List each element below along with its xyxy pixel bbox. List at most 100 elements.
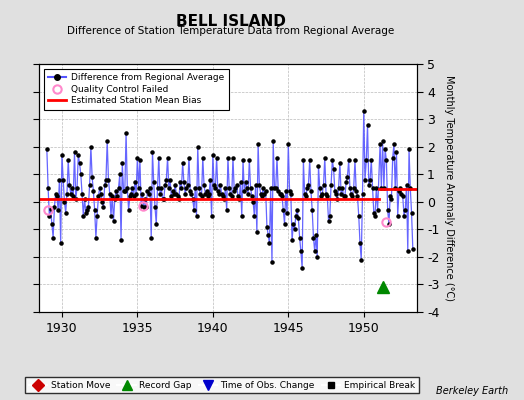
- Point: [382, 157, 390, 164]
- Point: [299, 157, 308, 164]
- Text: BELL ISLAND: BELL ISLAND: [176, 14, 286, 29]
- Legend: Station Move, Record Gap, Time of Obs. Change, Empirical Break: Station Move, Record Gap, Time of Obs. C…: [26, 377, 419, 394]
- Point: [204, 193, 212, 200]
- Point: [332, 190, 340, 197]
- Point: [117, 237, 125, 244]
- Point: [67, 190, 75, 197]
- Point: [317, 193, 325, 200]
- Point: [129, 193, 138, 200]
- Point: [341, 193, 349, 200]
- Point: [58, 152, 66, 158]
- Point: [391, 185, 399, 191]
- Point: [372, 185, 380, 191]
- Point: [305, 157, 314, 164]
- Point: [193, 144, 202, 150]
- Point: [128, 185, 137, 191]
- Point: [405, 146, 413, 153]
- Point: [181, 190, 189, 197]
- Point: [167, 193, 176, 200]
- Point: [113, 193, 122, 200]
- Point: [220, 196, 228, 202]
- Point: [205, 190, 213, 197]
- Point: [53, 193, 61, 200]
- Point: [158, 196, 167, 202]
- Point: [281, 188, 290, 194]
- Point: [103, 138, 112, 144]
- Point: [309, 234, 318, 241]
- Point: [327, 182, 335, 188]
- Point: [127, 190, 135, 197]
- Point: [293, 207, 301, 213]
- Point: [88, 174, 96, 180]
- Point: [347, 190, 355, 197]
- Point: [130, 179, 139, 186]
- Point: [286, 188, 294, 194]
- Point: [409, 246, 417, 252]
- Point: [97, 190, 105, 197]
- Point: [296, 234, 304, 241]
- Point: [275, 190, 283, 197]
- Point: [400, 212, 408, 219]
- Point: [234, 193, 242, 200]
- Point: [170, 190, 178, 197]
- Point: [94, 193, 103, 200]
- Point: [57, 240, 65, 246]
- Point: [396, 185, 405, 191]
- Point: [387, 196, 396, 202]
- Point: [105, 190, 114, 197]
- Point: [254, 141, 263, 147]
- Point: [300, 190, 309, 197]
- Point: [260, 190, 269, 197]
- Point: [50, 204, 59, 210]
- Point: [139, 204, 148, 210]
- Point: [142, 204, 150, 210]
- Point: [259, 185, 267, 191]
- Point: [216, 182, 225, 188]
- Point: [141, 196, 149, 202]
- Point: [156, 190, 164, 197]
- Point: [355, 212, 363, 219]
- Point: [92, 234, 100, 241]
- Point: [187, 190, 195, 197]
- Point: [138, 190, 147, 197]
- Point: [72, 196, 80, 202]
- Point: [83, 207, 91, 213]
- Point: [223, 207, 231, 213]
- Point: [74, 152, 82, 158]
- Point: [342, 179, 351, 186]
- Point: [208, 212, 216, 219]
- Point: [75, 160, 84, 166]
- Point: [61, 210, 70, 216]
- Point: [322, 190, 330, 197]
- Point: [366, 176, 374, 183]
- Point: [70, 149, 79, 155]
- Point: [292, 212, 300, 219]
- Point: [246, 185, 255, 191]
- Point: [148, 149, 157, 155]
- Point: [146, 185, 154, 191]
- Point: [198, 193, 206, 200]
- Point: [274, 188, 282, 194]
- Point: [102, 176, 110, 183]
- Point: [240, 188, 248, 194]
- Point: [133, 154, 141, 161]
- Point: [363, 122, 372, 128]
- Point: [177, 185, 185, 191]
- Point: [45, 212, 53, 219]
- Point: [114, 185, 123, 191]
- Point: [73, 185, 81, 191]
- Point: [137, 203, 145, 209]
- Point: [48, 221, 56, 227]
- Point: [190, 207, 198, 213]
- Point: [273, 154, 281, 161]
- Point: [303, 185, 311, 191]
- Point: [328, 157, 336, 164]
- Point: [399, 193, 407, 200]
- Point: [325, 212, 334, 219]
- Point: [224, 154, 232, 161]
- Point: [357, 256, 365, 263]
- Point: [384, 207, 392, 213]
- Point: [338, 185, 346, 191]
- Point: [80, 196, 89, 202]
- Point: [183, 182, 192, 188]
